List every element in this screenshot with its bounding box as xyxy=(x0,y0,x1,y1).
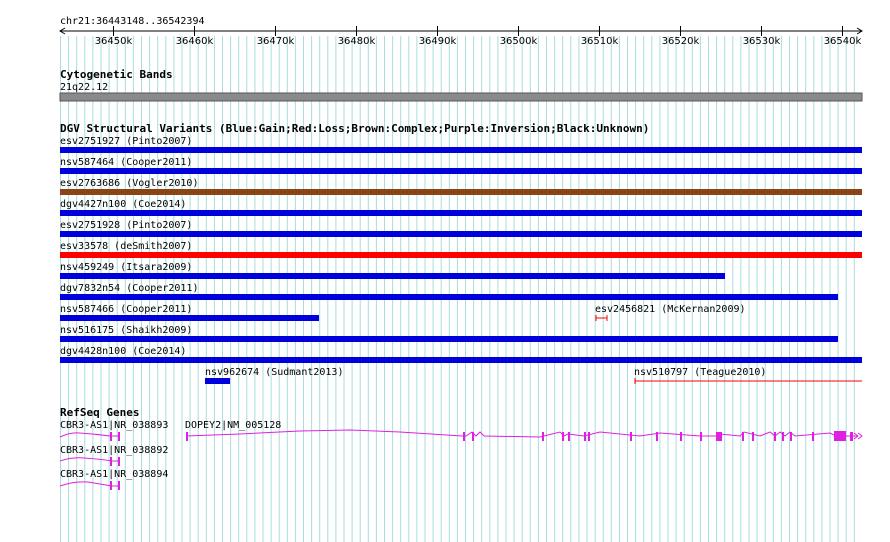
gene-model[interactable] xyxy=(59,481,120,490)
region-label: chr21:36443148..36542394 xyxy=(60,16,205,27)
variant-label: dgv4428n100 (Coe2014) xyxy=(60,346,186,357)
refseq-track-title: RefSeq Genes xyxy=(60,406,139,419)
variant-bar[interactable] xyxy=(60,336,838,342)
variant-bar[interactable] xyxy=(60,252,862,258)
variant-bar[interactable] xyxy=(60,294,838,300)
ruler-tick-label: 36480k xyxy=(338,36,376,47)
variant-bar[interactable] xyxy=(60,231,862,237)
variant-label: esv2751927 (Pinto2007) xyxy=(60,136,192,147)
ruler-tick-label: 36530k xyxy=(743,36,781,47)
gene-model[interactable] xyxy=(59,457,120,466)
cytoband-track[interactable]: Cytogenetic Bands 21q22.12 xyxy=(59,68,863,102)
variant-label: nsv962674 (Sudmant2013) xyxy=(205,367,343,378)
variant-label: nsv587464 (Cooper2011) xyxy=(60,157,192,168)
variant-label: esv2456821 (McKernan2009) xyxy=(595,304,746,315)
ruler-tick-label: 36510k xyxy=(581,36,619,47)
variant-bar[interactable] xyxy=(205,378,230,384)
ruler-tick-label: 36540k xyxy=(824,36,862,47)
cytoband-track-title: Cytogenetic Bands xyxy=(60,68,173,81)
variant-label: dgv4427n100 (Coe2014) xyxy=(60,199,186,210)
dgv-track[interactable]: DGV Structural Variants (Blue:Gain;Red:L… xyxy=(60,122,862,384)
variant-label: dgv7832n54 (Cooper2011) xyxy=(60,283,198,294)
scroll-right-arrow[interactable] xyxy=(856,27,863,35)
ruler-tick-label: 36460k xyxy=(176,36,214,47)
ruler-tick-label: 36450k xyxy=(95,36,133,47)
refseq-track[interactable]: RefSeq Genes CBR3-AS1|NR_038893 DOPEY2|N… xyxy=(59,406,863,490)
ruler-ticks: 36450k 36460k 36470k 36480k 36490k 36500k 3651… xyxy=(95,26,862,47)
variant-bar[interactable] xyxy=(60,168,862,174)
variant-bar[interactable] xyxy=(595,315,608,321)
variant-label: nsv510797 (Teague2010) xyxy=(634,367,766,378)
cytoband-label: 21q22.12 xyxy=(60,82,108,93)
variant-label: esv2751928 (Pinto2007) xyxy=(60,220,192,231)
gene-model[interactable] xyxy=(59,432,120,441)
variant-bar[interactable] xyxy=(60,357,862,363)
variant-bar[interactable] xyxy=(60,189,862,195)
variant-label: nsv587466 (Cooper2011) xyxy=(60,304,192,315)
ruler-tick-label: 36490k xyxy=(419,36,457,47)
gene-label: CBR3-AS1|NR_038892 xyxy=(60,445,168,456)
gene-label: CBR3-AS1|NR_038893 xyxy=(60,420,168,431)
variant-bar[interactable] xyxy=(60,273,725,279)
ruler-tick-label: 36470k xyxy=(257,36,295,47)
scroll-left-arrow[interactable] xyxy=(59,27,66,35)
grid-lines xyxy=(60,36,855,542)
variant-bar[interactable] xyxy=(60,315,319,321)
variant-label: esv33578 (deSmith2007) xyxy=(60,241,192,252)
variant-label: esv2763686 (Vogler2010) xyxy=(60,178,198,189)
gene-model[interactable] xyxy=(185,429,863,441)
cytoband-bar[interactable] xyxy=(59,92,863,102)
gene-label: DOPEY2|NM_005128 xyxy=(185,420,281,431)
ruler-tick-label: 36500k xyxy=(500,36,538,47)
gene-label: CBR3-AS1|NR_038894 xyxy=(60,469,168,480)
variant-bar[interactable] xyxy=(60,147,862,153)
dgv-track-title: DGV Structural Variants (Blue:Gain;Red:L… xyxy=(60,122,649,135)
variant-label: nsv516175 (Shaikh2009) xyxy=(60,325,192,336)
variant-bar[interactable] xyxy=(60,210,862,216)
ruler-tick-label: 36520k xyxy=(662,36,700,47)
ruler-track[interactable]: chr21:36443148..36542394 36450k 36460k 364… xyxy=(59,16,863,47)
variant-bar[interactable] xyxy=(634,378,862,384)
variant-label: nsv459249 (Itsara2009) xyxy=(60,262,192,273)
